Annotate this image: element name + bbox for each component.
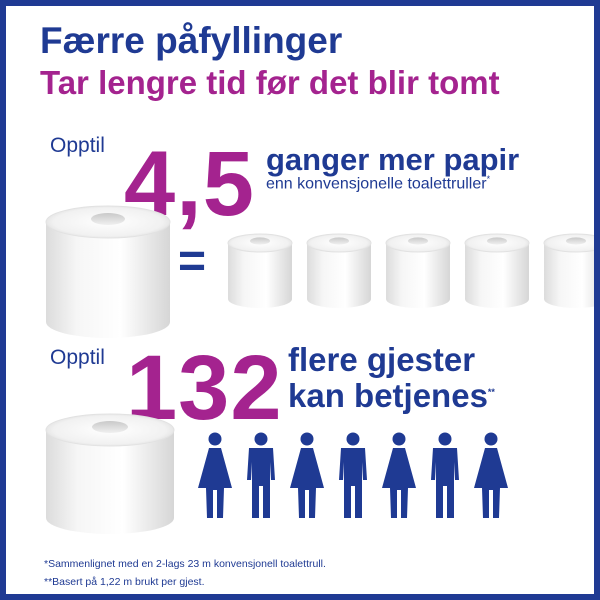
female-person-icon [288, 432, 326, 520]
toilet-roll-icon [543, 233, 594, 308]
footnote-1: *Sammenlignet med en 2-lags 23 m konvens… [44, 558, 326, 570]
female-person-icon [196, 432, 234, 520]
male-person-icon [242, 432, 280, 520]
small-roll-4 [463, 232, 531, 310]
stat1-line1: ganger mer papir [266, 142, 520, 177]
guest-icons-row [196, 432, 516, 520]
stat1-prefix: Opptil [50, 134, 105, 157]
toilet-roll-icon [227, 233, 293, 308]
toilet-roll-icon [45, 205, 171, 338]
female-person-icon [472, 432, 510, 520]
stat2-line1: flere gjester [288, 341, 476, 378]
footnote-2: **Basert på 1,22 m brukt per gjest. [44, 576, 205, 588]
small-roll-5 [542, 232, 594, 310]
toilet-roll-icon [45, 413, 175, 534]
toilet-roll-icon [385, 233, 451, 308]
stat1-line2: enn konvensjonelle toalettruller* [266, 174, 490, 193]
headline-subtitle: Tar lengre tid før det blir tomt [40, 64, 500, 101]
male-person-icon [426, 432, 464, 520]
small-roll-1 [226, 232, 294, 310]
headline-title: Færre påfyllinger [40, 20, 343, 61]
equals-sign: = [178, 235, 207, 288]
male-person-icon [334, 432, 372, 520]
stat2-footnote-mark: ** [487, 387, 495, 397]
stat2-line2: kan betjenes** [288, 378, 495, 414]
toilet-roll-icon [464, 233, 530, 308]
stat2-prefix: Opptil [50, 346, 105, 369]
stat2-line2-text: kan betjenes [288, 377, 488, 414]
stat1-line2-text: enn konvensjonelle toalettruller [266, 175, 487, 193]
small-roll-3 [384, 232, 452, 310]
toilet-roll-icon [306, 233, 372, 308]
female-person-icon [380, 432, 418, 520]
stat1-footnote-mark: * [486, 174, 491, 184]
small-roll-2 [305, 232, 373, 310]
